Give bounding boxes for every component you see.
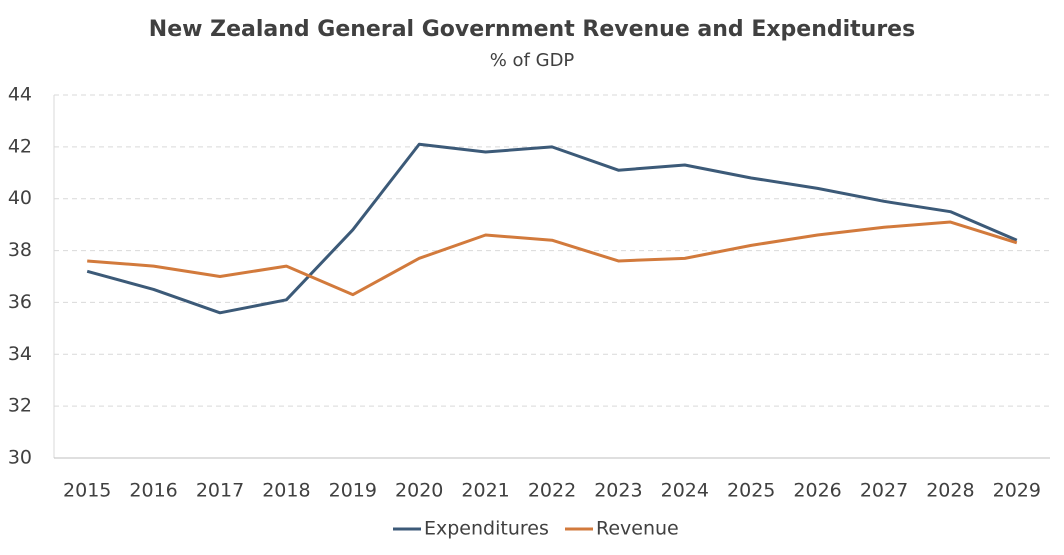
y-tick-label: 32: [8, 395, 32, 417]
x-tick-label: 2020: [395, 480, 443, 502]
chart-subtitle: % of GDP: [490, 50, 575, 71]
y-tick-label: 34: [8, 343, 32, 365]
x-tick-label: 2023: [594, 480, 642, 502]
y-tick-label: 30: [8, 447, 32, 469]
x-tick-label: 2015: [63, 480, 111, 502]
x-tick-label: 2029: [993, 480, 1041, 502]
line-series: [87, 220, 1018, 297]
legend-label: Revenue: [596, 518, 679, 540]
x-tick-label: 2021: [461, 480, 509, 502]
x-tick-label: 2024: [661, 480, 709, 502]
y-tick-label: 36: [8, 291, 32, 313]
chart-title: New Zealand General Government Revenue a…: [149, 17, 915, 42]
y-tick-label: 38: [8, 239, 32, 261]
x-tick-label: 2019: [329, 480, 377, 502]
x-tick-label: 2026: [793, 480, 841, 502]
line-series: [86, 142, 1018, 315]
y-tick-label: 40: [8, 187, 32, 209]
x-tick-label: 2016: [129, 480, 177, 502]
x-tick-label: 2027: [860, 480, 908, 502]
x-tick-label: 2028: [926, 480, 974, 502]
legend-label: Expenditures: [424, 518, 549, 540]
x-tick-label: 2018: [262, 480, 310, 502]
y-tick-label: 42: [8, 135, 32, 157]
x-tick-label: 2017: [196, 480, 244, 502]
y-tick-label: 44: [8, 84, 32, 106]
x-tick-label: 2025: [727, 480, 775, 502]
x-tick-label: 2022: [528, 480, 576, 502]
